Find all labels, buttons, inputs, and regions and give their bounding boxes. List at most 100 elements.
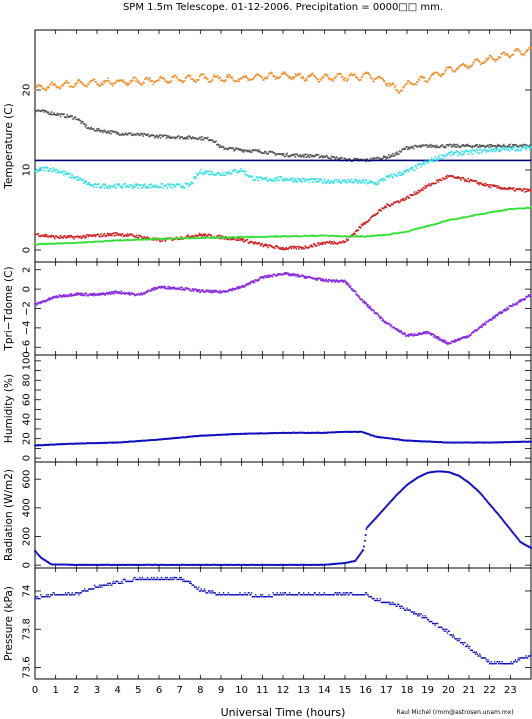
data-point [198, 136, 201, 139]
data-point [200, 73, 202, 76]
data-point [250, 79, 253, 81]
data-point [470, 179, 473, 182]
data-point [89, 80, 92, 83]
data-point [443, 220, 445, 222]
data-point [521, 53, 523, 56]
data-point [354, 158, 357, 160]
data-point [399, 231, 402, 234]
data-point [218, 289, 221, 292]
data-point [505, 146, 507, 149]
data-point [111, 186, 114, 188]
data-point [221, 145, 224, 148]
y-axis-label: Temperature (C) [3, 103, 15, 189]
data-point [111, 232, 114, 235]
data-point [320, 79, 322, 81]
data-point [357, 235, 360, 237]
data-point [40, 166, 43, 169]
data-point [67, 115, 69, 118]
data-point [273, 246, 275, 249]
data-point [316, 154, 318, 156]
data-point [507, 188, 509, 190]
data-point [384, 82, 387, 85]
data-point [121, 80, 123, 82]
data-point [138, 134, 140, 136]
data-point [222, 146, 225, 149]
data-point [357, 295, 360, 297]
data-point [431, 182, 433, 185]
data-point [494, 144, 497, 147]
data-point [56, 112, 59, 115]
data-point [246, 238, 249, 241]
data-point [429, 143, 431, 146]
data-point [434, 146, 436, 149]
data-point [426, 332, 428, 335]
data-point [331, 280, 334, 282]
data-point [466, 143, 469, 146]
data-point [374, 214, 377, 216]
data-point [406, 82, 408, 85]
data-point [436, 71, 439, 74]
y-tick-label: 20 [22, 432, 33, 445]
data-point [424, 185, 426, 187]
data-point [383, 178, 385, 180]
data-point [282, 246, 284, 249]
data-point [304, 275, 307, 278]
data-point [120, 290, 122, 293]
data-point [423, 226, 426, 229]
data-point [311, 234, 314, 237]
data-point [286, 235, 288, 238]
data-point [171, 238, 174, 240]
data-point [211, 236, 213, 238]
data-point [97, 233, 100, 236]
data-point [231, 147, 234, 149]
data-point [460, 64, 463, 66]
data-point [278, 76, 281, 79]
data-point [135, 183, 137, 185]
data-point [39, 235, 41, 237]
data-point [424, 144, 426, 146]
data-point [69, 242, 72, 245]
data-point [488, 150, 490, 153]
data-point [262, 277, 265, 280]
data-point [135, 80, 137, 82]
data-point [499, 210, 502, 212]
data-point [121, 132, 124, 135]
data-point [341, 240, 344, 243]
data-point [249, 240, 252, 243]
data-point [303, 154, 306, 157]
data-point [453, 143, 455, 146]
data-point [86, 85, 88, 88]
data-point [217, 236, 220, 239]
data-point [254, 236, 256, 239]
data-point [197, 138, 199, 141]
data-point [160, 287, 162, 289]
data-point [83, 181, 86, 183]
data-point [136, 238, 139, 241]
data-point [255, 242, 258, 245]
data-point [519, 300, 522, 303]
data-point [369, 234, 372, 237]
data-point [480, 62, 483, 65]
data-point [373, 181, 375, 184]
data-point [504, 54, 507, 57]
data-point [55, 242, 58, 245]
data-point [225, 238, 228, 240]
data-point [458, 339, 460, 342]
data-point [385, 206, 388, 209]
data-point [100, 233, 102, 235]
data-point [368, 219, 370, 221]
data-point [297, 155, 300, 157]
data-point [462, 144, 465, 146]
data-point [181, 286, 183, 289]
data-point [51, 235, 54, 237]
data-point [90, 241, 93, 243]
data-point [399, 174, 402, 177]
data-point [271, 235, 274, 238]
data-point [407, 196, 410, 199]
data-point [529, 148, 531, 151]
data-point [490, 55, 493, 58]
data-point [526, 50, 529, 52]
data-point [346, 239, 349, 242]
data-point [301, 181, 303, 183]
data-point [241, 236, 244, 238]
